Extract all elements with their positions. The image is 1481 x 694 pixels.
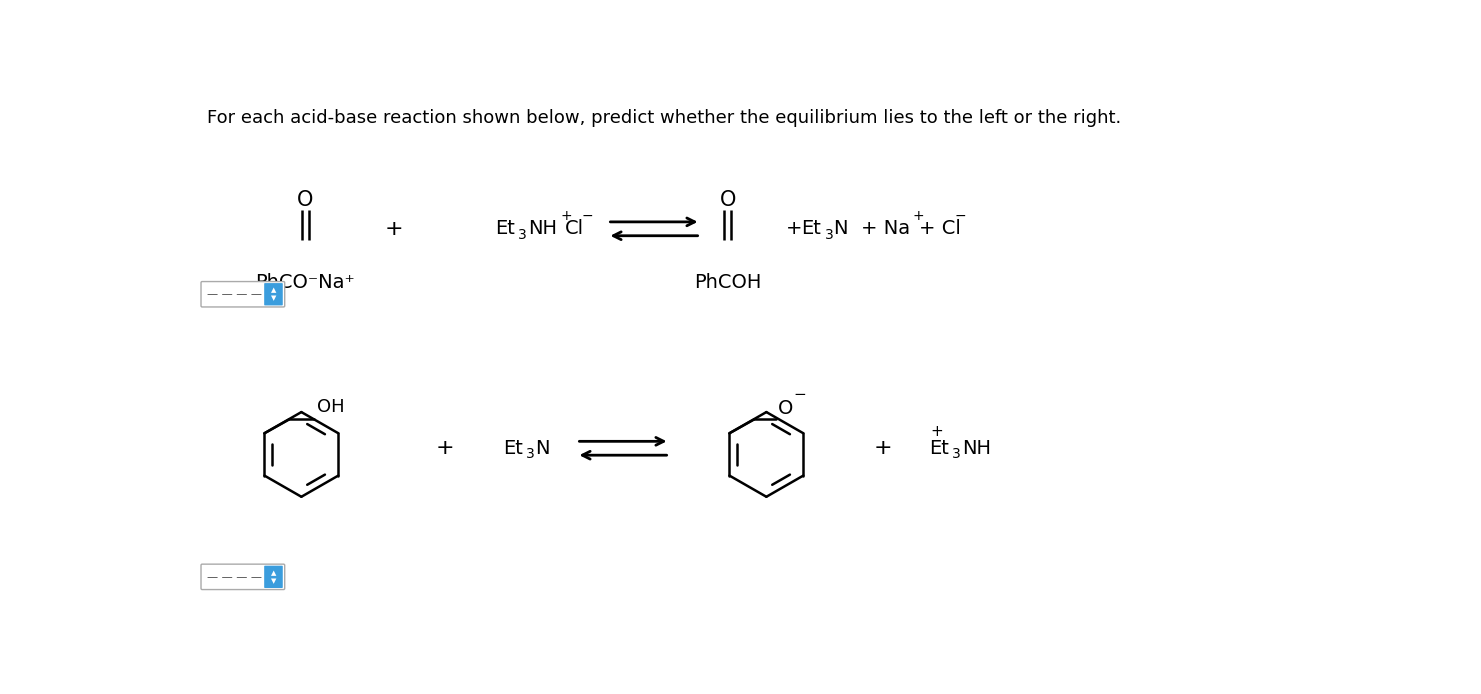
Text: ▼: ▼ (271, 578, 275, 584)
Text: O: O (720, 189, 736, 210)
Text: 3: 3 (518, 228, 527, 242)
Text: +: + (874, 438, 892, 458)
Text: −: − (582, 209, 594, 223)
Text: ▲: ▲ (271, 287, 275, 293)
Text: +: + (786, 219, 809, 238)
Text: 3: 3 (825, 228, 834, 242)
Text: NH: NH (527, 219, 557, 238)
Text: NH: NH (961, 439, 991, 458)
Text: Et: Et (504, 439, 523, 458)
Text: Et: Et (801, 219, 820, 238)
Text: 3: 3 (526, 448, 535, 462)
Text: Et: Et (495, 219, 515, 238)
Text: PhCOH: PhCOH (695, 273, 761, 291)
Text: N: N (536, 439, 549, 458)
Text: PhCO⁻Na⁺: PhCO⁻Na⁺ (255, 273, 355, 291)
Text: 3: 3 (952, 448, 961, 462)
FancyBboxPatch shape (264, 566, 283, 588)
Text: O: O (779, 399, 794, 418)
Text: +: + (912, 209, 924, 223)
FancyBboxPatch shape (201, 282, 284, 307)
Text: Cl: Cl (564, 219, 584, 238)
Text: O: O (298, 189, 314, 210)
Text: −: − (955, 209, 966, 223)
Text: +: + (930, 424, 943, 439)
Text: Et: Et (929, 439, 949, 458)
Text: −: − (792, 387, 806, 403)
Text: OH: OH (317, 398, 345, 416)
FancyBboxPatch shape (201, 564, 284, 590)
Text: + Cl: + Cl (920, 219, 961, 238)
Text: + Na: + Na (860, 219, 909, 238)
Text: — — — —: — — — — (207, 289, 262, 299)
Text: +: + (435, 438, 455, 458)
Text: ▼: ▼ (271, 296, 275, 301)
Text: — — — —: — — — — (207, 572, 262, 582)
FancyBboxPatch shape (264, 283, 283, 305)
Text: ▲: ▲ (271, 570, 275, 576)
Text: +: + (385, 219, 404, 239)
Text: N: N (832, 219, 847, 238)
Text: For each acid-base reaction shown below, predict whether the equilibrium lies to: For each acid-base reaction shown below,… (207, 110, 1121, 128)
Text: +: + (560, 209, 572, 223)
